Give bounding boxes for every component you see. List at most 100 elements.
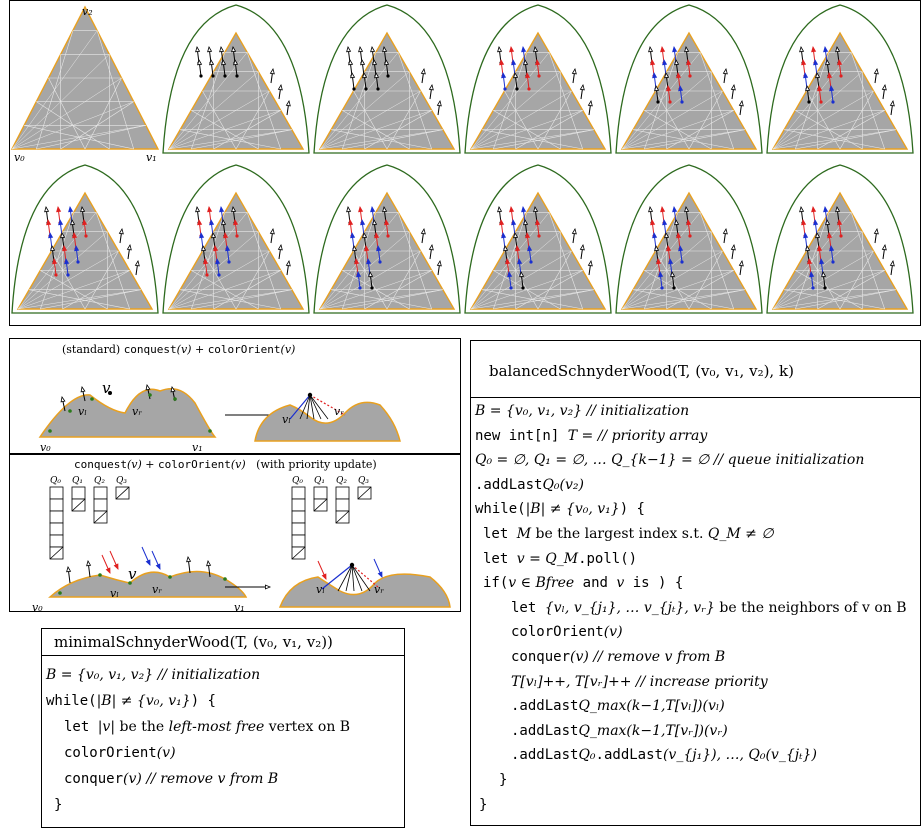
arrow-head bbox=[881, 83, 887, 91]
vertex-label: vᵣ bbox=[374, 583, 384, 596]
vertex-dot bbox=[66, 273, 70, 277]
arrow-head bbox=[501, 71, 507, 79]
pseudocode-code: is bbox=[624, 575, 659, 592]
mesh-line bbox=[772, 212, 852, 310]
pseudocode-math: (v_{j₁}), …, Q₀ bbox=[662, 747, 766, 764]
vertex-dot bbox=[819, 100, 823, 104]
pseudocode-text: be the bbox=[115, 719, 169, 735]
arrow-head bbox=[362, 231, 368, 239]
mesh-line bbox=[95, 212, 130, 310]
queue-cell bbox=[291, 534, 306, 548]
vertex-dot bbox=[660, 286, 664, 290]
mesh-line bbox=[17, 289, 141, 310]
pseudocode-code: ) { bbox=[190, 693, 216, 709]
priority-caption: conquest(v) + colorOrient(v) (with prior… bbox=[74, 458, 377, 471]
arrow-head bbox=[579, 83, 585, 91]
boundary-vertex bbox=[173, 397, 177, 401]
queue-label: Q₁ bbox=[72, 476, 83, 486]
vertex-label: v₁ bbox=[146, 151, 157, 164]
arrow-head bbox=[384, 218, 390, 226]
arrow-head bbox=[145, 559, 151, 566]
vertex-dot bbox=[227, 260, 231, 264]
pseudocode-comment: // initialization bbox=[586, 403, 690, 419]
mesh-line bbox=[470, 71, 561, 150]
mesh-line bbox=[548, 52, 583, 150]
arrow-head bbox=[672, 45, 678, 53]
caption-code-conquest: conquest bbox=[74, 458, 127, 471]
standard-caption: (standard) conquest(v) + colorOrient(v) bbox=[62, 343, 295, 356]
top-figure-panel: v₂ v₀ v₁ bbox=[9, 0, 921, 326]
mesh-line bbox=[621, 212, 701, 310]
arrow-head bbox=[209, 58, 215, 66]
schnyder-sequence-figure: v₂ v₀ v₁ bbox=[10, 4, 914, 314]
arrow-head bbox=[656, 257, 662, 265]
arrow-head bbox=[809, 270, 815, 278]
pseudocode-code: let bbox=[64, 719, 98, 735]
pseudocode-math: (v₂) bbox=[559, 476, 584, 493]
arrow-head bbox=[815, 71, 821, 79]
arrow-head bbox=[686, 58, 692, 66]
arrow-head bbox=[650, 58, 656, 66]
fan-edge bbox=[351, 564, 371, 592]
arrow-head bbox=[497, 45, 503, 53]
outer-arc bbox=[766, 4, 914, 154]
arrow-head bbox=[197, 58, 203, 66]
arrow-head bbox=[664, 71, 670, 79]
queue-cell bbox=[49, 510, 64, 524]
arrow-head bbox=[195, 205, 201, 213]
arrow-head bbox=[801, 218, 807, 226]
pseudocode-line: while(|B| ≠ {v₀, v₁}) { bbox=[46, 693, 216, 709]
vertex-dot bbox=[223, 74, 227, 78]
arrow-head bbox=[370, 45, 376, 53]
boundary-vertex bbox=[68, 409, 72, 413]
arrow-head bbox=[684, 205, 690, 213]
arrow-head bbox=[231, 205, 237, 213]
mesh-line bbox=[621, 270, 734, 310]
pseudocode-math: |B| ≠ {v₀, v₁} bbox=[525, 501, 620, 518]
pseudocode-code: .addLast bbox=[595, 747, 663, 764]
arrow-head bbox=[221, 58, 227, 66]
priority-step-panel: conquest(v) + colorOrient(v) (with prior… bbox=[9, 454, 461, 612]
arrow-head bbox=[44, 205, 50, 213]
pseudocode-math: |v| bbox=[97, 719, 116, 735]
mesh-line bbox=[319, 110, 432, 150]
pseudocode-line: while(|B| ≠ {v₀, v₁}) { bbox=[475, 501, 645, 517]
mesh-line bbox=[470, 270, 583, 310]
pseudocode-code: .poll() bbox=[578, 550, 638, 567]
arrow-head bbox=[805, 244, 811, 252]
arrow-head bbox=[889, 99, 895, 107]
pseudocode-math: (vᵣ) bbox=[703, 722, 728, 739]
mesh-line bbox=[168, 212, 248, 310]
arrow-head bbox=[221, 218, 227, 226]
vertex-dot bbox=[352, 87, 356, 91]
arrow-head bbox=[684, 45, 690, 53]
mesh-line bbox=[319, 289, 443, 310]
balanced-title-text: balancedSchnyderWood(T, (v₀, v₁, v₂), k) bbox=[489, 362, 794, 380]
outer-arc bbox=[464, 4, 612, 154]
arrow-head bbox=[811, 205, 817, 213]
arrow-head bbox=[648, 45, 654, 53]
mesh-line bbox=[621, 289, 745, 310]
arrow-head bbox=[206, 559, 212, 567]
mesh-line bbox=[11, 77, 122, 150]
blue-edge bbox=[321, 564, 353, 590]
arrow-head bbox=[738, 99, 744, 107]
boundary-mound bbox=[38, 388, 217, 438]
arrow-head bbox=[82, 218, 88, 226]
arrow-head bbox=[521, 205, 527, 213]
queue-cell bbox=[335, 498, 350, 512]
vertex-label: vᵣ bbox=[334, 405, 344, 418]
mesh-line bbox=[470, 110, 583, 150]
mesh-line bbox=[11, 125, 146, 150]
arrow-head bbox=[269, 67, 275, 75]
vertex-label: v₁ bbox=[192, 441, 203, 453]
mesh-line bbox=[168, 52, 248, 150]
mesh-line bbox=[168, 90, 270, 150]
arrow-head bbox=[346, 45, 352, 53]
mesh-line bbox=[621, 231, 712, 310]
arrow-head bbox=[523, 58, 529, 66]
vertex-dot bbox=[811, 286, 815, 290]
arrow-head bbox=[46, 218, 52, 226]
pseudocode-math: v bbox=[616, 575, 625, 592]
pseudocode-math: Q_max(k−1,T[vᵣ]) bbox=[578, 722, 704, 739]
